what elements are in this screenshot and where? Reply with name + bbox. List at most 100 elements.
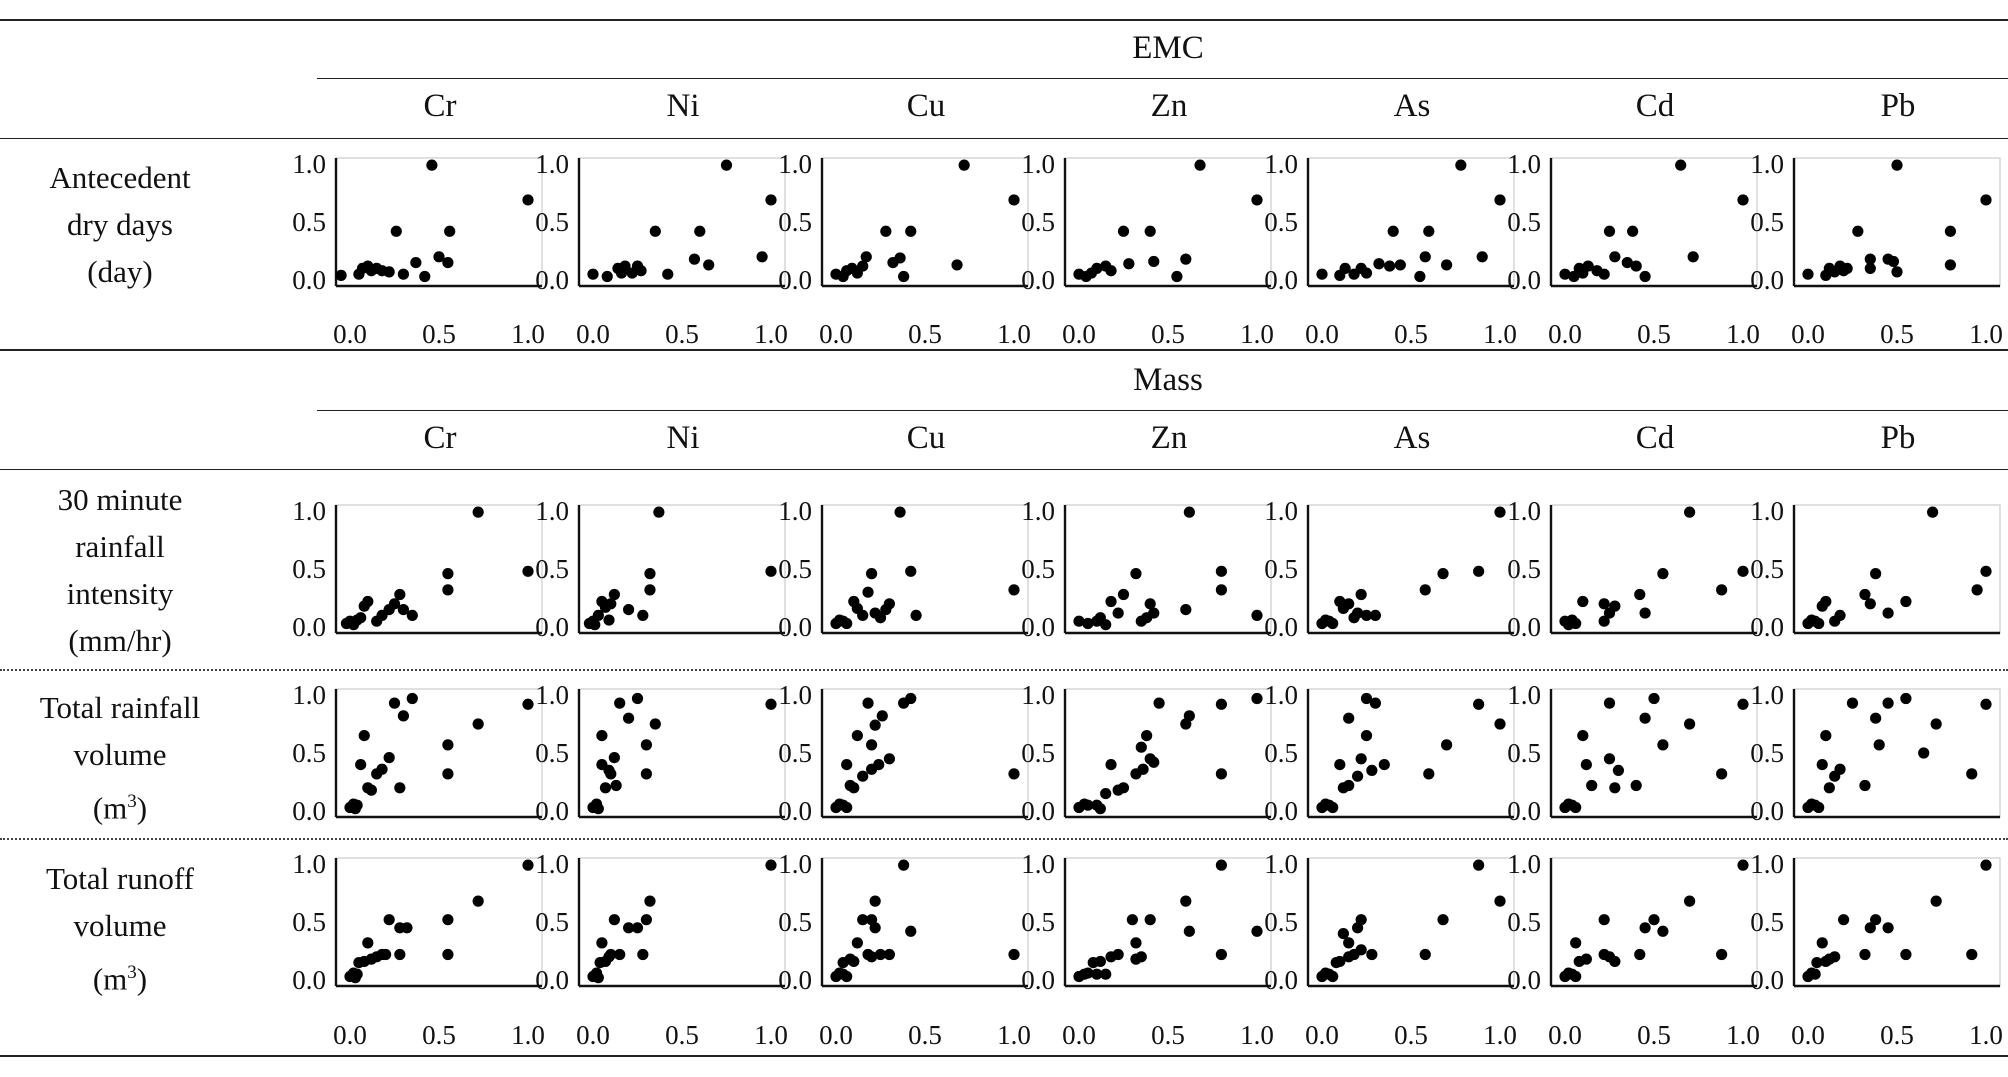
row-label-line: intensity <box>66 576 174 611</box>
data-point <box>1639 712 1651 724</box>
data-point <box>1870 914 1882 926</box>
data-point <box>1820 595 1832 608</box>
data-point <box>644 895 656 907</box>
data-point <box>1423 768 1435 780</box>
y-tick-label: 0.0 <box>1750 965 1784 995</box>
y-tick-label: 1.0 <box>1264 849 1298 879</box>
data-point <box>1568 270 1580 283</box>
data-point <box>1859 948 1871 961</box>
data-point <box>1864 598 1876 610</box>
x-tick-label: 0.5 <box>1394 319 1428 349</box>
x-tick-label: 0.0 <box>1062 319 1096 349</box>
data-point <box>619 260 631 272</box>
data-point <box>662 268 674 280</box>
data-point <box>1870 712 1882 724</box>
data-point <box>1634 588 1646 601</box>
x-tick-label: 0.0 <box>1305 1020 1339 1050</box>
data-point <box>905 925 917 937</box>
row-label-total-runoff-volume: Total runoff volume (m3) <box>0 855 240 1002</box>
data-point <box>851 937 863 949</box>
data-point <box>1570 801 1582 814</box>
mass-header-pb: Pb <box>1880 420 1916 456</box>
x-tick-label: 1.0 <box>1969 1020 2003 1050</box>
row-label-line: rainfall <box>75 529 165 564</box>
mass-header-cd: Cd <box>1635 420 1675 456</box>
data-point <box>1360 730 1373 742</box>
y-tick-label: 0.5 <box>1750 738 1784 768</box>
data-point <box>592 803 604 815</box>
y-tick-label: 0.5 <box>1021 554 1055 584</box>
y-tick-label: 0.0 <box>1264 796 1298 826</box>
data-point <box>876 710 888 722</box>
data-point <box>1609 782 1621 794</box>
data-point <box>1841 262 1853 274</box>
emc-header-zn: Zn <box>1150 88 1188 124</box>
data-point <box>1215 948 1227 961</box>
data-point <box>1657 925 1669 937</box>
y-tick-label: 0.0 <box>1507 612 1541 642</box>
data-point <box>1612 764 1624 777</box>
data-point <box>1473 698 1485 710</box>
data-point <box>596 730 608 742</box>
data-point <box>653 506 665 518</box>
y-tick-label: 0.5 <box>1264 207 1298 237</box>
data-point <box>640 739 653 751</box>
data-point <box>1980 565 1992 577</box>
data-point <box>1684 895 1696 907</box>
mass-header-rule <box>317 410 2008 411</box>
data-point <box>589 619 601 631</box>
y-tick-label: 1.0 <box>1750 849 1784 879</box>
data-point <box>1148 255 1160 268</box>
data-point <box>841 759 853 771</box>
data-point <box>841 970 853 983</box>
data-point <box>522 859 534 871</box>
data-point <box>1570 937 1582 949</box>
y-tick-label: 0.0 <box>1750 796 1784 826</box>
plot-frame-ni <box>578 504 786 634</box>
y-tick-label: 1.0 <box>778 849 812 879</box>
data-point <box>765 565 777 577</box>
y-tick-label: 1.0 <box>292 496 326 526</box>
data-point <box>388 598 401 610</box>
plot-frame-zn <box>1064 504 1272 634</box>
data-point <box>910 609 922 622</box>
data-point <box>1360 609 1373 622</box>
data-point <box>1251 609 1263 622</box>
y-tick-label: 0.5 <box>1507 738 1541 768</box>
data-point <box>1657 568 1669 580</box>
data-point <box>1630 260 1642 272</box>
x-tick-label: 0.0 <box>819 319 853 349</box>
data-point <box>905 565 917 577</box>
data-point <box>1634 948 1646 961</box>
emc-header-cd: Cd <box>1635 88 1675 124</box>
data-point <box>376 763 388 775</box>
row-label-line: dry days <box>67 207 173 242</box>
x-tick-label: 1.0 <box>754 319 788 349</box>
data-point <box>1180 895 1192 907</box>
data-point <box>623 712 635 724</box>
data-point <box>644 568 656 580</box>
data-point <box>1859 779 1871 792</box>
x-tick-label: 0.5 <box>665 319 699 349</box>
data-point <box>444 225 456 237</box>
x-tick-label: 0.5 <box>908 1020 942 1050</box>
data-point <box>1630 779 1642 792</box>
y-tick-label: 1.0 <box>1507 849 1541 879</box>
y-tick-label: 0.5 <box>778 738 812 768</box>
data-point <box>1360 692 1373 705</box>
x-tick-label: 0.0 <box>576 319 610 349</box>
x-tick-label: 1.0 <box>1240 319 1274 349</box>
data-point <box>442 768 454 780</box>
x-tick-label: 1.0 <box>511 1020 545 1050</box>
data-point <box>1251 925 1263 937</box>
data-point <box>410 257 422 269</box>
y-tick-label: 0.0 <box>1021 965 1055 995</box>
x-tick-label: 0.5 <box>1394 1020 1428 1050</box>
data-point <box>1194 159 1206 171</box>
data-point <box>1082 799 1094 811</box>
plot-frame-cd <box>1550 688 1758 818</box>
data-point <box>1882 607 1894 619</box>
data-point <box>869 895 881 907</box>
data-point <box>635 265 647 277</box>
data-point <box>380 948 392 961</box>
